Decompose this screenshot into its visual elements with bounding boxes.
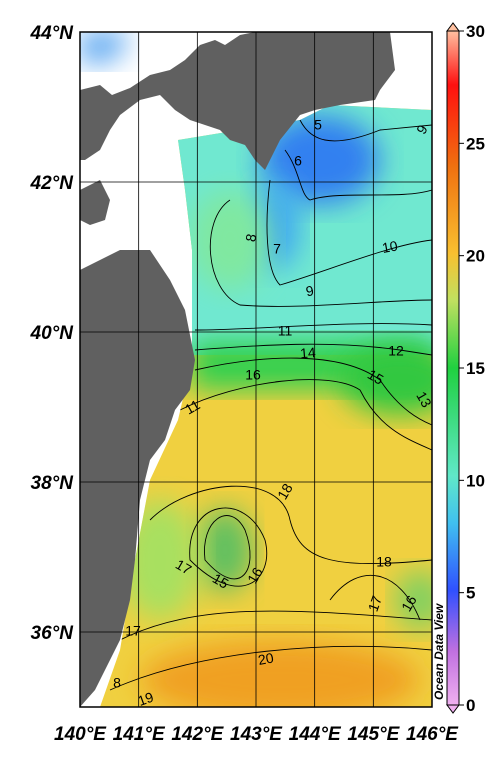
colorbar-tick-label: 5 (466, 584, 475, 603)
colorbar-tick-label: 0 (466, 696, 475, 715)
lat-tick-label: 40°N (30, 323, 75, 344)
lon-tick-label: 143°E (230, 724, 283, 745)
contour-lines (109, 119, 432, 691)
contour-label: 17 (125, 623, 141, 639)
colorbar (446, 30, 460, 706)
lon-tick-label: 146°E (406, 724, 459, 745)
contour-label: 9 (305, 282, 316, 299)
contour-label: 15 (210, 570, 232, 592)
contour-label: 15 (365, 366, 387, 388)
contour-label: 11 (278, 323, 293, 339)
lat-tick-label: 38°N (31, 473, 75, 494)
contour-label: 18 (376, 554, 392, 570)
contour-label: 18 (274, 480, 296, 502)
lat-tick-label: 36°N (31, 623, 75, 644)
colorbar-tick-label: 10 (466, 471, 485, 490)
contour-label: 16 (244, 564, 266, 586)
contour-label: 19 (136, 689, 156, 709)
colorbar-arrow (446, 22, 460, 32)
lon-tick-label: 145°E (347, 724, 400, 745)
colorbar-tick-label: 15 (466, 359, 485, 378)
contour-label: 11 (182, 396, 203, 417)
lon-tick-label: 142°E (171, 724, 224, 745)
colorbar-tick-label: 25 (466, 134, 485, 153)
lon-tick-label: 140°E (54, 724, 107, 745)
contour-label: 8 (113, 675, 121, 691)
colorbar-arrow (446, 704, 460, 714)
lon-tick-label: 141°E (113, 724, 166, 745)
map-frame (79, 31, 433, 708)
contour-label: 14 (299, 344, 316, 361)
contour-label: 7 (273, 241, 281, 257)
watermark: Ocean Data View (432, 603, 446, 700)
contour-label: 10 (381, 237, 399, 255)
lat-tick-label: 42°N (30, 173, 75, 194)
colorbar-tick-label: 20 (466, 247, 485, 266)
contour-label: 17 (173, 556, 195, 578)
contour-label: 8 (242, 232, 259, 243)
contour-label: 12 (388, 343, 404, 359)
contour-label: 5 (314, 117, 322, 133)
contour-label: 6 (294, 153, 302, 169)
contour-label: 16 (398, 592, 420, 614)
contour-label: 17 (365, 593, 385, 613)
colorbar-tick-label: 30 (466, 22, 485, 41)
map-area (80, 32, 432, 707)
contour-label: 13 (413, 389, 435, 411)
contour-label: 16 (245, 367, 261, 383)
lat-tick-label: 44°N (30, 23, 75, 44)
lon-tick-label: 144°E (289, 724, 342, 745)
contour-label: 20 (257, 649, 275, 667)
